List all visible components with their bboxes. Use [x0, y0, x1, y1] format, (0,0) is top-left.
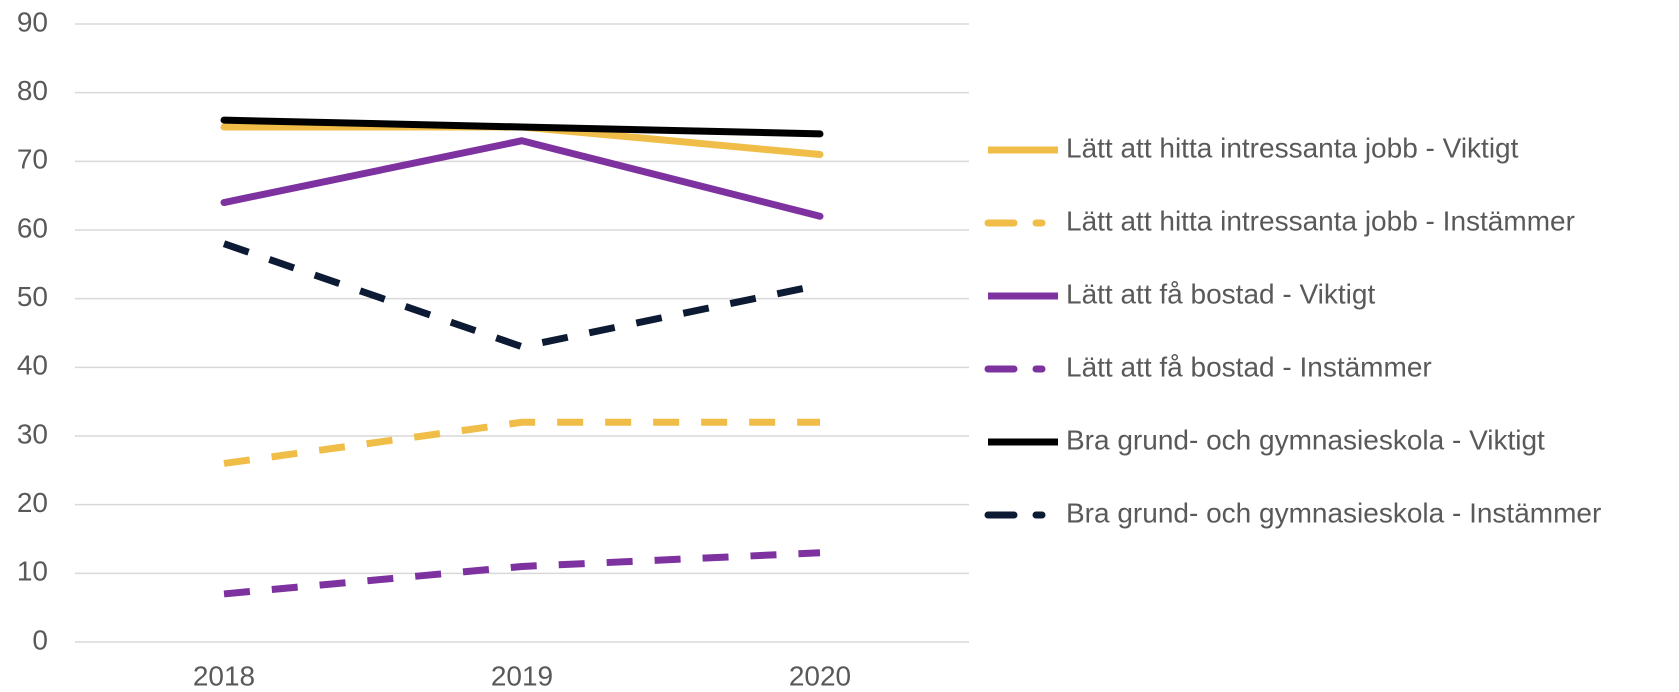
- y-tick-label: 90: [17, 6, 48, 37]
- legend-label: Bra grund- och gymnasieskola - Viktigt: [1066, 424, 1545, 455]
- y-tick-label: 20: [17, 487, 48, 518]
- y-tick-label: 40: [17, 350, 48, 381]
- series-line: [220, 116, 824, 138]
- legend-label: Lätt att få bostad - Viktigt: [1066, 278, 1375, 309]
- x-tick-label: 2020: [789, 660, 851, 691]
- series-line: [222, 240, 821, 351]
- y-tick-label: 30: [17, 418, 48, 449]
- y-tick-label: 50: [17, 281, 48, 312]
- legend-label: Lätt att hitta intressanta jobb - Instäm…: [1066, 205, 1575, 236]
- y-tick-label: 10: [17, 556, 48, 587]
- x-tick-label: 2018: [193, 660, 255, 691]
- series-line: [220, 137, 824, 220]
- legend-label: Bra grund- och gymnasieskola - Instämmer: [1066, 497, 1601, 528]
- y-tick-label: 70: [17, 144, 48, 175]
- legend-label: Lätt att få bostad - Instämmer: [1066, 351, 1432, 382]
- y-tick-label: 80: [17, 75, 48, 106]
- y-tick-label: 60: [17, 212, 48, 243]
- y-tick-label: 0: [32, 624, 48, 655]
- series-line: [223, 549, 821, 598]
- x-tick-label: 2019: [491, 660, 553, 691]
- series-line: [223, 418, 820, 467]
- legend-label: Lätt att hitta intressanta jobb - Viktig…: [1066, 132, 1519, 163]
